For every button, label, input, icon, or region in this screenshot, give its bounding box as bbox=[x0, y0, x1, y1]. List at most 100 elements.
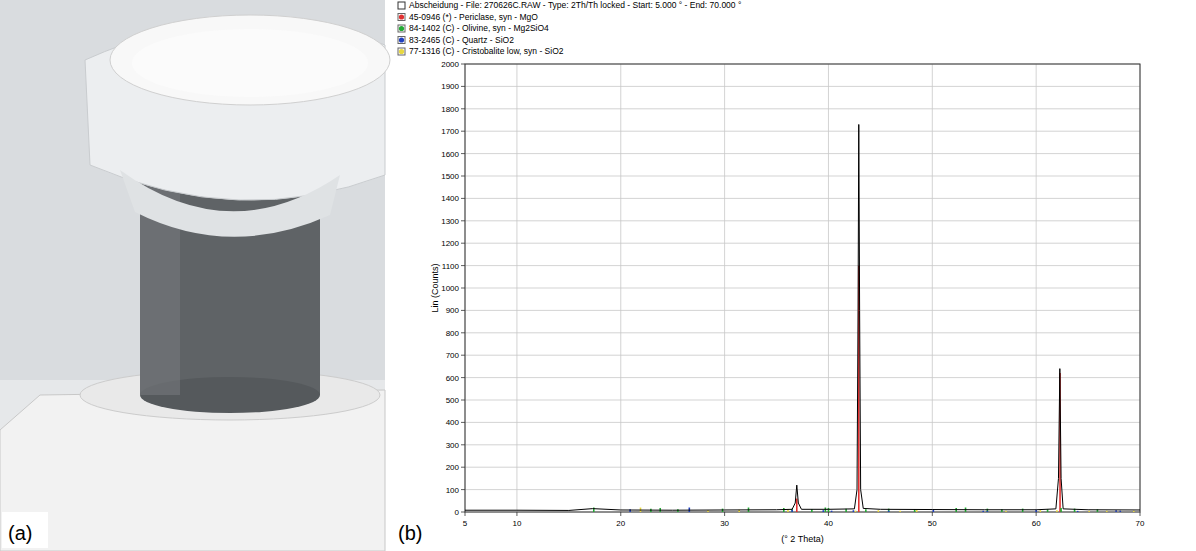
tick-y bbox=[461, 64, 465, 65]
grid-line-x bbox=[1036, 64, 1037, 512]
tick-label-x: 60 bbox=[1032, 519, 1041, 528]
tick-y bbox=[461, 131, 465, 132]
tick-y bbox=[461, 220, 465, 221]
reference-stick bbox=[831, 511, 833, 512]
grid-line-y bbox=[465, 243, 1140, 244]
photo: (a) bbox=[0, 0, 390, 551]
grid-line-y bbox=[465, 444, 1140, 445]
grid-line-x bbox=[724, 64, 725, 512]
pattern-line bbox=[465, 124, 1140, 510]
legend-header-icon bbox=[398, 2, 405, 9]
legend-label: 83-2465 (C) - Quartz - SiO2 bbox=[409, 35, 514, 45]
plot-frame bbox=[465, 64, 1140, 512]
tick-label-y: 1400 bbox=[441, 194, 459, 203]
grid-line-y bbox=[465, 131, 1140, 132]
figure: (a) Abscheidung - File: 270626C.RAW - Typ… bbox=[0, 0, 1196, 551]
legend-label: 45-0946 (*) - Periclase, syn - MgO bbox=[409, 12, 538, 22]
tick-label-y: 1500 bbox=[441, 172, 459, 181]
tick-label-y: 1000 bbox=[441, 284, 459, 293]
grid-line-x bbox=[932, 64, 933, 512]
tick-y bbox=[461, 512, 465, 513]
photo-background bbox=[0, 0, 385, 551]
tick-label-y: 300 bbox=[446, 441, 460, 450]
reference-stick bbox=[828, 508, 830, 512]
tick-y bbox=[461, 310, 465, 311]
tick-label-y: 1800 bbox=[441, 105, 459, 114]
grid-line-y bbox=[465, 377, 1140, 378]
tick-label-y: 1900 bbox=[441, 82, 459, 91]
tick-y bbox=[461, 400, 465, 401]
tick-x bbox=[465, 512, 466, 516]
reference-stick bbox=[822, 510, 824, 512]
legend-swatch bbox=[399, 49, 404, 54]
tick-label-x: 30 bbox=[720, 519, 729, 528]
reference-stick bbox=[916, 510, 918, 512]
grid-line-x bbox=[516, 64, 517, 512]
tick-y bbox=[461, 355, 465, 356]
tick-y bbox=[461, 288, 465, 289]
photo-top-inner bbox=[132, 29, 368, 97]
reference-stick bbox=[1060, 508, 1062, 512]
reference-stick bbox=[1005, 511, 1007, 512]
tick-label-y: 1300 bbox=[441, 217, 459, 226]
tick-label-y: 100 bbox=[446, 486, 460, 495]
grid-line-y bbox=[465, 108, 1140, 109]
panel-label: (b) bbox=[398, 522, 422, 544]
tick-label-y: 200 bbox=[446, 463, 460, 472]
tick-label-y: 900 bbox=[446, 306, 460, 315]
legend-swatch bbox=[399, 37, 404, 42]
panel-label: (a) bbox=[8, 522, 32, 544]
reference-stick bbox=[982, 511, 984, 512]
reference-stick bbox=[1022, 509, 1024, 512]
photo-base-rim bbox=[80, 370, 380, 420]
reference-stick bbox=[1115, 510, 1117, 512]
grid-line-y bbox=[465, 400, 1140, 401]
tick-label-y: 500 bbox=[446, 396, 460, 405]
grid-line-y bbox=[465, 86, 1140, 87]
legend-swatch-frame bbox=[398, 48, 405, 55]
tick-y bbox=[461, 176, 465, 177]
legend-swatch-frame bbox=[398, 14, 405, 21]
tick-y bbox=[461, 108, 465, 109]
tick-y bbox=[461, 265, 465, 266]
legend-swatch bbox=[399, 26, 404, 31]
tick-x bbox=[1140, 512, 1141, 516]
y-axis-title: Lin (Counts) bbox=[430, 263, 440, 312]
tick-label-x: 5 bbox=[463, 519, 468, 528]
tick-label-y: 800 bbox=[446, 329, 460, 338]
reference-stick bbox=[855, 511, 857, 512]
tick-x bbox=[516, 512, 517, 516]
tick-x bbox=[620, 512, 621, 516]
tick-x bbox=[932, 512, 933, 516]
grid-line-y bbox=[465, 198, 1140, 199]
reference-stick bbox=[987, 511, 989, 512]
grid-line-y bbox=[465, 176, 1140, 177]
tick-y bbox=[461, 444, 465, 445]
title: Abscheidung - File: 270626C.RAW - Type: … bbox=[409, 0, 741, 10]
tick-label-y: 400 bbox=[446, 418, 460, 427]
reference-stick bbox=[1133, 511, 1135, 512]
tick-label-y: 1100 bbox=[442, 262, 460, 271]
tick-label-x: 50 bbox=[928, 519, 937, 528]
reference-stick bbox=[878, 510, 880, 512]
tick-x bbox=[724, 512, 725, 516]
reference-stick bbox=[865, 509, 867, 512]
xrd-chart: Abscheidung - File: 270626C.RAW - Type: … bbox=[398, 0, 1145, 544]
grid bbox=[465, 64, 1140, 512]
reference-stick bbox=[853, 510, 855, 512]
legend: Abscheidung - File: 270626C.RAW - Type: … bbox=[398, 0, 741, 56]
grid-line-y bbox=[465, 220, 1140, 221]
tick-x bbox=[828, 512, 829, 516]
reference-stick bbox=[1077, 511, 1079, 512]
tick-label-y: 2000 bbox=[441, 60, 459, 69]
tick-label-y: 1700 bbox=[441, 127, 459, 136]
tick-label-x: 70 bbox=[1136, 519, 1145, 528]
grid-line-y bbox=[465, 153, 1140, 154]
reference-stick bbox=[987, 509, 989, 512]
reference-stick bbox=[888, 511, 890, 512]
grid-line-x bbox=[620, 64, 621, 512]
data-marks bbox=[465, 124, 1140, 512]
photo-top-face bbox=[110, 15, 390, 105]
tick-label-x: 40 bbox=[824, 519, 833, 528]
tick-label-y: 0 bbox=[455, 508, 460, 517]
